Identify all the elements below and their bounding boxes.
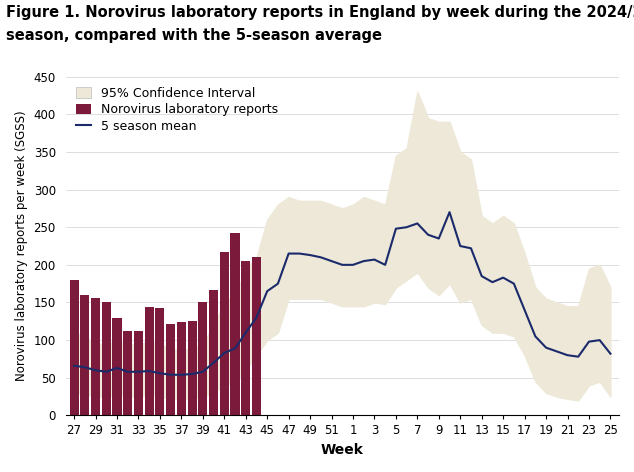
Bar bbox=[112, 318, 122, 415]
Bar bbox=[91, 298, 100, 415]
Bar bbox=[198, 303, 207, 415]
Legend: 95% Confidence Interval, Norovirus laboratory reports, 5 season mean: 95% Confidence Interval, Norovirus labor… bbox=[72, 83, 281, 137]
Bar bbox=[220, 252, 229, 415]
Text: Figure 1. Norovirus laboratory reports in England by week during the 2024/2025: Figure 1. Norovirus laboratory reports i… bbox=[6, 5, 634, 20]
Bar bbox=[177, 322, 186, 415]
Bar bbox=[166, 324, 175, 415]
Bar bbox=[209, 290, 218, 415]
Bar bbox=[241, 261, 250, 415]
Bar bbox=[188, 321, 197, 415]
Bar bbox=[230, 233, 240, 415]
X-axis label: Week: Week bbox=[321, 443, 364, 457]
Bar bbox=[252, 257, 261, 415]
Y-axis label: Norovirus laboratory reports per week (SGSS): Norovirus laboratory reports per week (S… bbox=[15, 111, 28, 381]
Bar bbox=[81, 295, 89, 415]
Bar bbox=[123, 331, 133, 415]
Bar bbox=[70, 280, 79, 415]
Bar bbox=[134, 331, 143, 415]
Text: season, compared with the 5-season average: season, compared with the 5-season avera… bbox=[6, 28, 382, 43]
Bar bbox=[145, 307, 154, 415]
Bar bbox=[101, 303, 111, 415]
Bar bbox=[155, 308, 164, 415]
